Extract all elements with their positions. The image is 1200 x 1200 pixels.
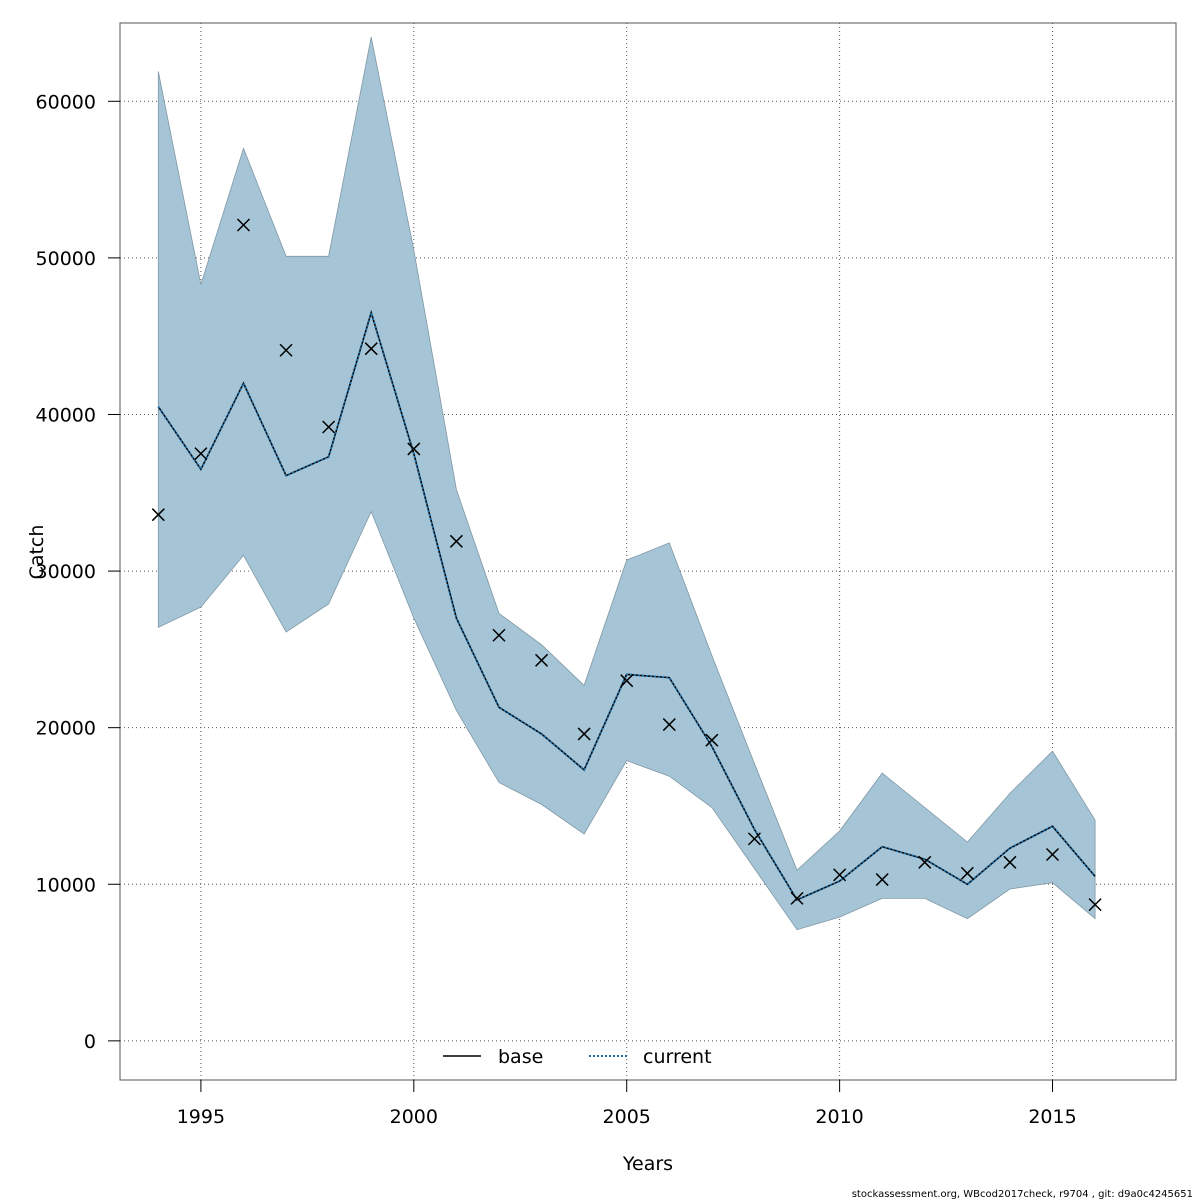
observed-point-2001 — [449, 534, 463, 548]
confidence-band — [157, 37, 1096, 931]
observed-point-2010 — [833, 868, 847, 882]
x-tick-label-2005: 2005 — [603, 1106, 651, 1128]
series-line-current — [157, 309, 1096, 902]
plot-frame — [119, 22, 1177, 1081]
series-layer — [157, 309, 1096, 902]
legend-label-base: base — [498, 1046, 543, 1068]
observed-point-2004 — [577, 727, 591, 741]
y-tick-label-40000: 40000 — [36, 404, 96, 426]
observed-point-1995 — [194, 447, 208, 461]
observed-point-2007 — [705, 733, 719, 747]
x-axis-title: Years — [622, 1153, 673, 1175]
x-tick-label-2000: 2000 — [390, 1106, 438, 1128]
observed-points — [151, 218, 1102, 912]
observed-point-1999 — [364, 342, 378, 356]
y-tick-label-20000: 20000 — [36, 718, 96, 740]
observed-point-2006 — [662, 718, 676, 732]
observed-point-2009 — [790, 891, 804, 905]
x-axis-ticks: 1995 2000 2005 2010 2015 — [177, 1080, 1077, 1128]
observed-point-2011 — [875, 873, 889, 887]
observed-point-2012 — [918, 855, 932, 869]
y-tick-label-60000: 60000 — [36, 91, 96, 113]
observed-point-2000 — [407, 442, 421, 456]
observed-point-2016 — [1088, 898, 1102, 912]
x-tick-label-2010: 2010 — [815, 1106, 863, 1128]
observed-point-2013 — [960, 866, 974, 880]
observed-point-1997 — [279, 343, 293, 357]
x-tick-label-2015: 2015 — [1028, 1106, 1076, 1128]
observed-point-1996 — [236, 218, 251, 232]
legend-label-current: current — [643, 1046, 712, 1068]
observed-point-2002 — [492, 628, 506, 642]
footer-text: stockassessment.org, WBcod2017check, r97… — [852, 1189, 1193, 1200]
y-tick-label-10000: 10000 — [36, 874, 96, 896]
observed-point-2008 — [747, 832, 761, 846]
observed-point-1998 — [322, 420, 336, 434]
observed-point-1994 — [151, 508, 165, 522]
observed-point-2005 — [620, 674, 634, 688]
y-tick-label-30000: 30000 — [36, 561, 96, 583]
observed-point-2003 — [535, 653, 549, 667]
y-tick-label-0: 0 — [84, 1031, 96, 1053]
observed-point-2014 — [1003, 855, 1017, 869]
y-axis-title: Catch — [26, 525, 48, 580]
legend: base current — [443, 1046, 712, 1068]
x-tick-label-1995: 1995 — [177, 1106, 225, 1128]
y-axis-ticks: 0 10000 20000 30000 40000 50000 60000 — [36, 91, 120, 1053]
y-tick-label-50000: 50000 — [36, 248, 96, 270]
observed-point-2015 — [1045, 847, 1060, 862]
